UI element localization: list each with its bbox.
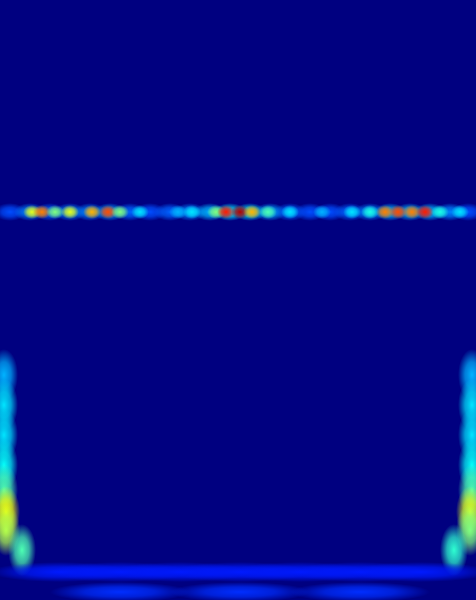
intensity-spot bbox=[83, 205, 101, 219]
intensity-spot bbox=[431, 205, 449, 219]
intensity-spot bbox=[131, 205, 149, 219]
intensity-spot bbox=[154, 203, 186, 221]
intensity-spot bbox=[61, 205, 79, 219]
intensity-spot bbox=[451, 205, 469, 219]
intensity-spot bbox=[111, 205, 129, 219]
intensity-spot bbox=[50, 582, 190, 600]
intensity-spot bbox=[290, 582, 430, 600]
intensity-spot bbox=[452, 203, 476, 221]
intensity-spot bbox=[281, 205, 299, 219]
intensity-spot bbox=[350, 562, 476, 582]
intensity-spot bbox=[259, 205, 277, 219]
intensity-spot bbox=[183, 205, 201, 219]
intensity-spot bbox=[313, 205, 331, 219]
intensity-spot bbox=[170, 582, 310, 600]
heatmap bbox=[0, 0, 476, 600]
intensity-spot bbox=[243, 205, 261, 219]
field bbox=[0, 203, 476, 600]
intensity-spot bbox=[343, 205, 361, 219]
intensity-spot bbox=[374, 203, 406, 221]
background bbox=[0, 0, 476, 600]
